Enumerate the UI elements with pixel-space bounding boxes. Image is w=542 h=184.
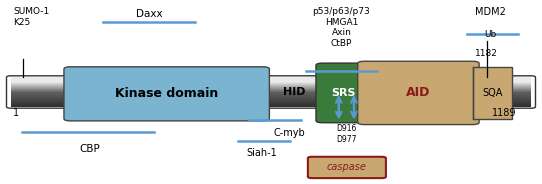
Text: Ub: Ub [485,30,496,39]
Text: Siah-1: Siah-1 [247,148,278,158]
Bar [11,87,531,88]
Text: D916
D977: D916 D977 [336,124,357,144]
Bar [11,97,531,98]
Bar [11,101,531,102]
Bar [11,93,531,94]
Text: SQA: SQA [482,88,502,98]
Text: p53/p63/p73
HMGA1
Axin
CtBP: p53/p63/p73 HMGA1 Axin CtBP [313,7,370,47]
Text: 1189: 1189 [492,108,516,118]
Bar [11,98,531,99]
Text: SUMO-1
K25: SUMO-1 K25 [14,7,50,27]
Bar [11,80,531,81]
Text: Daxx: Daxx [136,9,163,19]
Bar [11,84,531,85]
Text: MDM2: MDM2 [475,7,506,17]
Bar [11,94,531,95]
Bar [11,79,531,80]
Bar [473,67,512,119]
Bar [11,99,531,100]
Bar [11,82,531,83]
Bar [11,102,531,103]
FancyBboxPatch shape [308,157,386,178]
Bar [11,95,531,96]
FancyBboxPatch shape [64,67,269,121]
Bar [11,78,531,79]
Text: 1: 1 [12,108,18,118]
Text: 1182: 1182 [475,49,498,58]
Text: Kinase domain: Kinase domain [115,87,218,100]
Text: C-myb: C-myb [274,128,306,138]
Text: caspase: caspase [327,162,367,172]
Bar [11,77,531,78]
Bar [11,85,531,86]
Bar [11,88,531,89]
Bar [11,100,531,101]
Bar [11,81,531,82]
Text: SRS: SRS [331,88,356,98]
Text: HID: HID [283,87,306,97]
Bar [11,106,531,107]
Bar [11,92,531,93]
Bar [11,96,531,97]
Bar [11,91,531,92]
FancyBboxPatch shape [358,61,479,125]
Bar [11,90,531,91]
Bar [11,105,531,106]
FancyBboxPatch shape [316,63,371,123]
Text: AID: AID [406,86,430,99]
Bar [11,89,531,90]
Bar [11,104,531,105]
Bar [11,103,531,104]
Text: CBP: CBP [79,144,100,153]
Bar [11,83,531,84]
Bar [11,86,531,87]
